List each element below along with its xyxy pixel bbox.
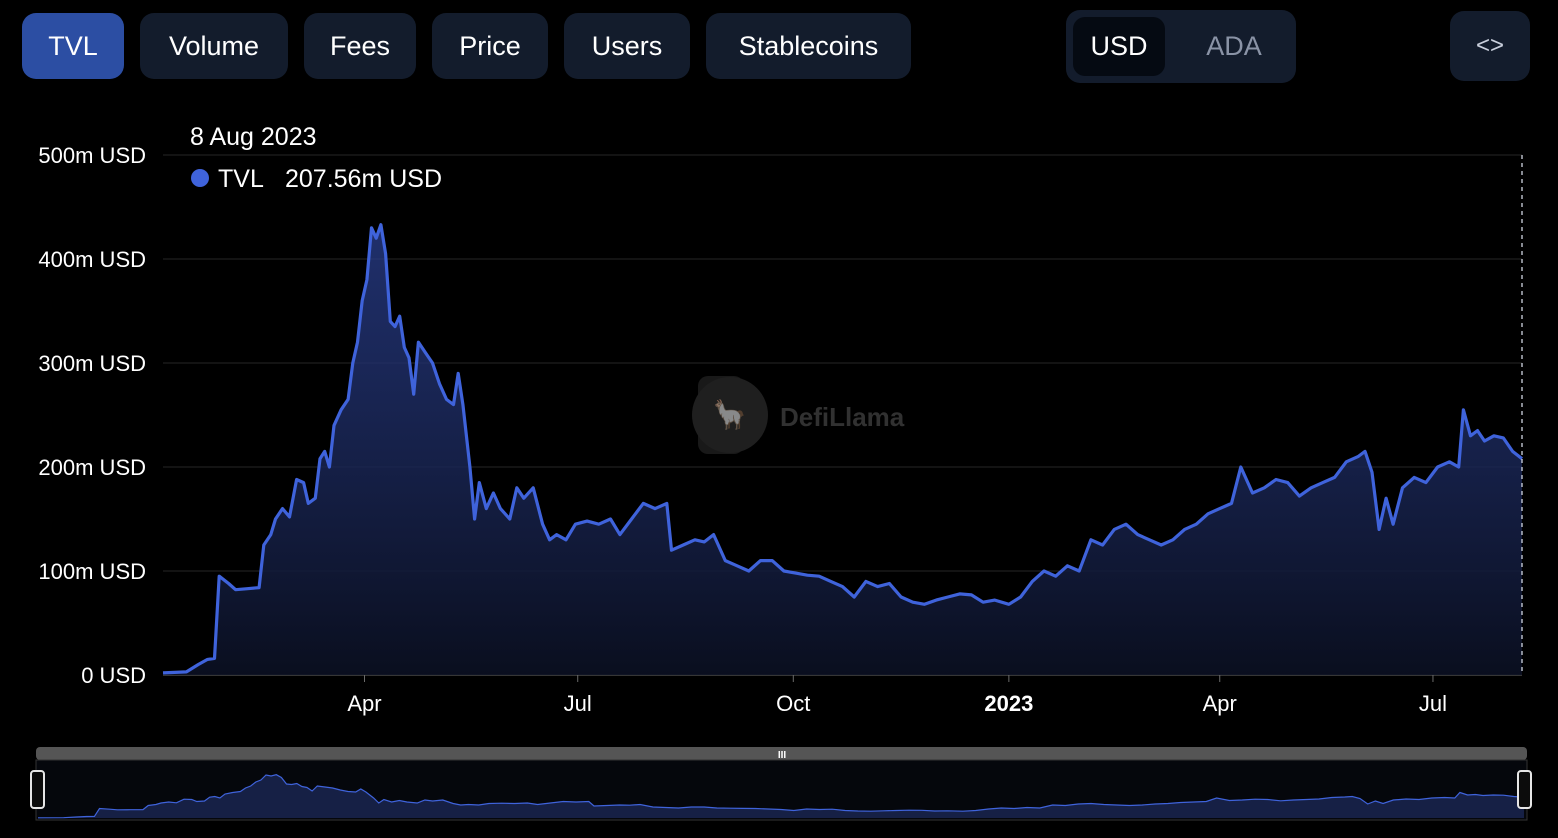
y-tick-label: 100m USD bbox=[38, 559, 146, 584]
chart-tabs: TVL Volume Fees Price Users Stablecoins bbox=[22, 13, 911, 79]
range-slider-grip-icon: III bbox=[778, 750, 787, 761]
code-icon: <> bbox=[1475, 32, 1505, 59]
tvl-area bbox=[163, 224, 1522, 675]
tooltip-series-dot bbox=[191, 169, 209, 187]
llama-logo-circle bbox=[692, 377, 768, 453]
tooltip: 8 Aug 2023 TVL 207.56m USD bbox=[190, 123, 442, 193]
currency-option-ada[interactable]: ADA bbox=[1206, 31, 1262, 61]
range-handle-left[interactable] bbox=[30, 770, 45, 809]
range-handle-right[interactable] bbox=[1517, 770, 1532, 809]
watermark-text: DefiLlama bbox=[780, 402, 905, 432]
y-tick-label: 400m USD bbox=[38, 247, 146, 272]
x-tick-label: Apr bbox=[347, 691, 381, 716]
currency-toggle: USD ADA bbox=[1066, 10, 1296, 83]
y-tick-label: 300m USD bbox=[38, 351, 146, 376]
y-tick-label: 200m USD bbox=[38, 455, 146, 480]
tab-fees[interactable]: Fees bbox=[304, 13, 416, 79]
watermark: 🦙 DefiLlama bbox=[692, 376, 905, 454]
range-slider-mini-line bbox=[37, 774, 1525, 819]
x-tick-label: Jul bbox=[564, 691, 592, 716]
range-slider-mini-area bbox=[38, 774, 1524, 818]
range-slider[interactable]: III bbox=[30, 747, 1532, 821]
tab-tvl[interactable]: TVL bbox=[22, 13, 124, 79]
y-tick-label: 500m USD bbox=[38, 143, 146, 168]
tooltip-date: 8 Aug 2023 bbox=[190, 123, 317, 151]
tab-stablecoins[interactable]: Stablecoins bbox=[706, 13, 911, 79]
x-tick-label: Apr bbox=[1203, 691, 1237, 716]
x-axis: Apr Jul Oct 2023 Apr Jul bbox=[347, 675, 1447, 716]
x-tick-label: Jul bbox=[1419, 691, 1447, 716]
x-tick-label: 2023 bbox=[984, 691, 1033, 716]
tab-users[interactable]: Users bbox=[564, 13, 690, 79]
tvl-line bbox=[162, 223, 1523, 675]
embed-code-button[interactable]: <> bbox=[1450, 11, 1530, 81]
tab-volume[interactable]: Volume bbox=[140, 13, 288, 79]
x-tick-label: Oct bbox=[776, 691, 810, 716]
tooltip-series-name: TVL bbox=[218, 165, 264, 193]
range-slider-bar[interactable] bbox=[36, 747, 1527, 760]
currency-option-usd[interactable]: USD bbox=[1073, 17, 1165, 76]
y-tick-label: 0 USD bbox=[81, 663, 146, 688]
tooltip-value: 207.56m USD bbox=[285, 165, 442, 193]
y-axis: 0 USD 100m USD 200m USD 300m USD 400m USD 500… bbox=[38, 143, 146, 688]
llama-glyph: 🦙 bbox=[712, 398, 747, 431]
tab-price[interactable]: Price bbox=[432, 13, 548, 79]
